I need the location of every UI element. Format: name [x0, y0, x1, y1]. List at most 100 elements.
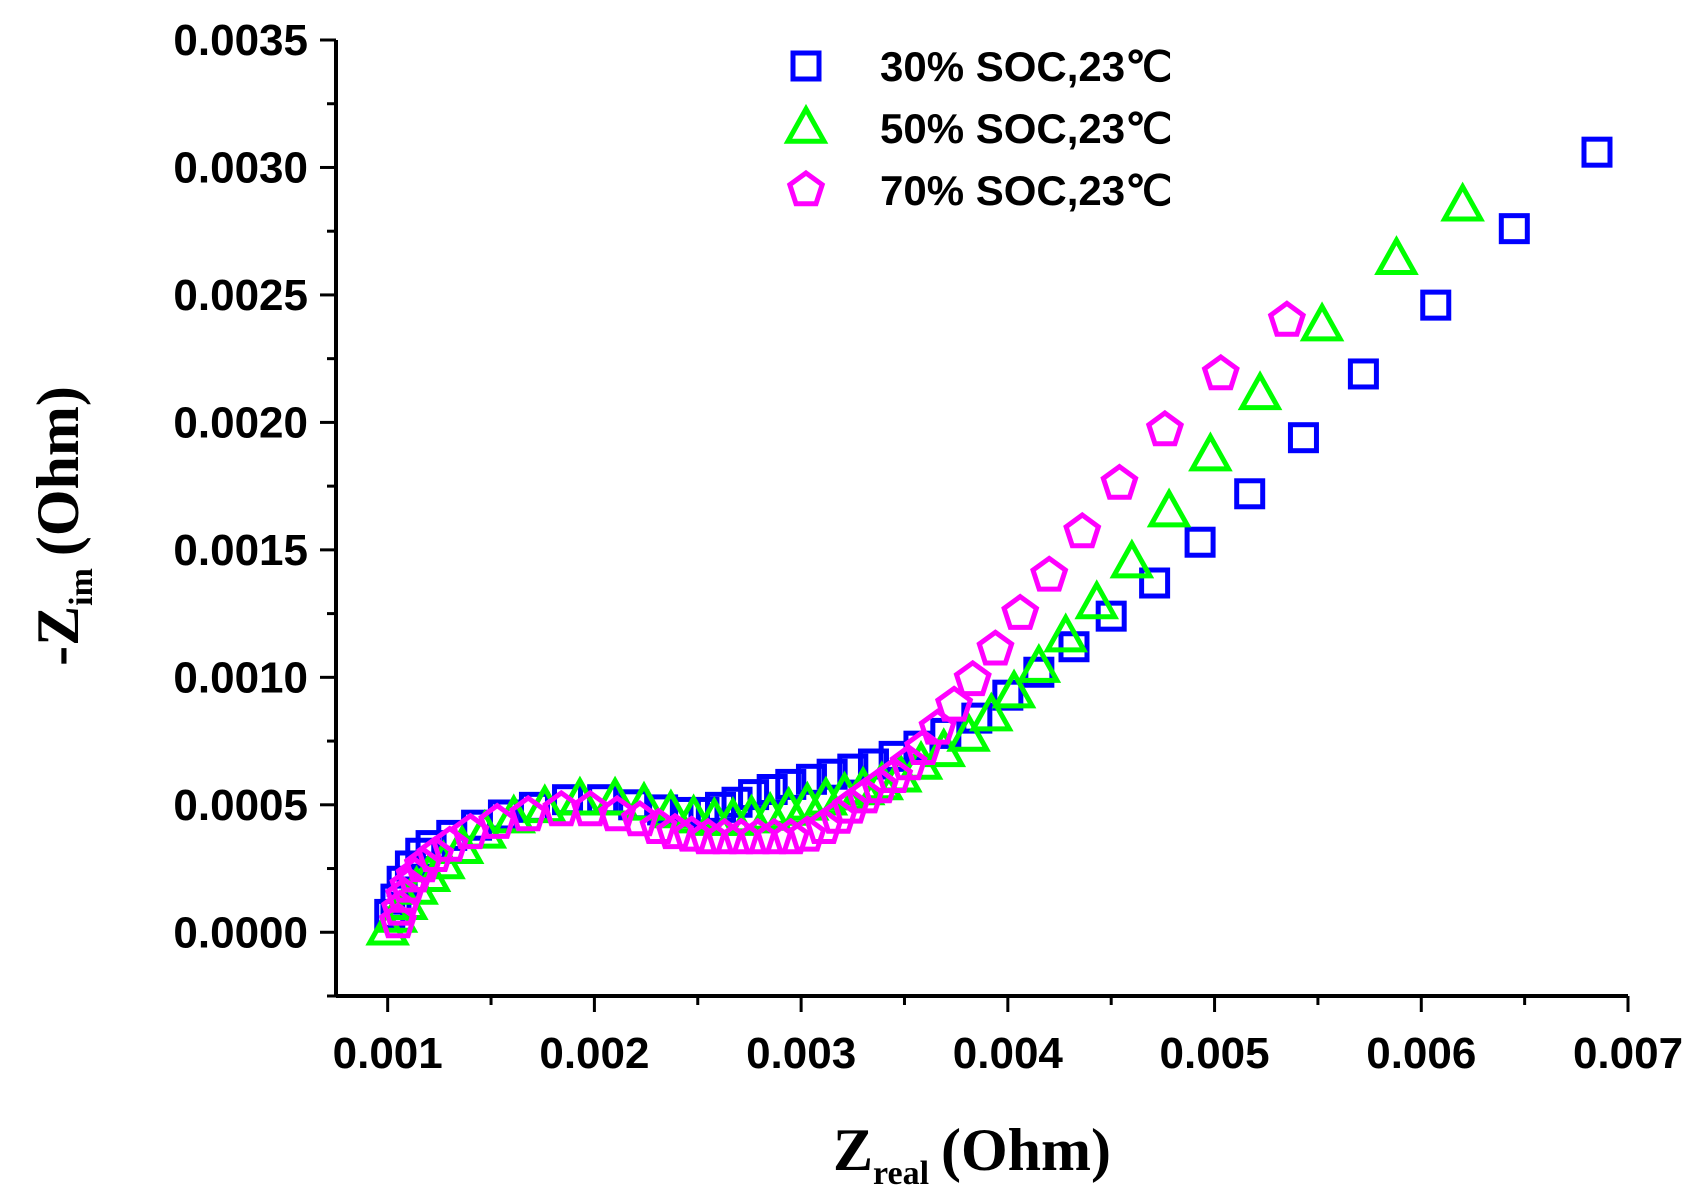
data-point: [1109, 538, 1155, 579]
data-point: [1063, 511, 1102, 549]
series-3: [378, 300, 1307, 939]
data-point: [1030, 555, 1069, 592]
data-point: [416, 835, 455, 872]
x-axis-title-unit: (Ohm): [941, 1117, 1111, 1183]
data-point: [1498, 213, 1530, 245]
data-point: [403, 845, 442, 883]
x-axis-title-main: Z: [833, 1117, 873, 1183]
data-point: [430, 825, 469, 862]
data-point: [592, 775, 638, 816]
y-axis-title-prefix: -Z: [25, 606, 91, 666]
legend-marker: [790, 50, 822, 82]
data-point: [509, 794, 548, 832]
data-point: [1001, 593, 1040, 630]
data-point: [1287, 422, 1319, 454]
data-point: [1184, 526, 1216, 558]
data-point: [722, 817, 761, 855]
data-point: [1347, 358, 1379, 390]
data-point: [804, 807, 843, 844]
data-point: [1188, 431, 1233, 472]
y-axis: 0.0000 0.0005 0.0010 0.0015 0.0020 0.0025 0.00…: [173, 16, 336, 998]
y-tick-label: 0.0030: [173, 143, 308, 192]
x-tick-label: 0.004: [953, 1029, 1064, 1078]
data-point: [860, 766, 899, 804]
legend-marker: [786, 169, 826, 207]
data-point: [831, 787, 870, 824]
data-point: [1145, 409, 1185, 447]
data-point: [1440, 181, 1485, 222]
data-point: [755, 817, 794, 855]
data-point: [771, 817, 810, 855]
data-point: [875, 756, 914, 793]
y-axis-title-unit: (Ohm): [25, 386, 91, 556]
x-tick-label: 0.001: [333, 1029, 443, 1078]
legend-label: 30% SOC,23℃: [880, 43, 1172, 90]
data-point: [621, 780, 667, 821]
data-point: [1374, 235, 1419, 276]
data-point: [1201, 353, 1240, 391]
data-point: [1139, 567, 1171, 599]
data-point: [946, 711, 991, 752]
x-axis: 0.001 0.002 0.003 0.004 0.005 0.006 0.007: [333, 996, 1683, 1078]
y-axis-title: -Zim (Ohm): [25, 386, 100, 666]
x-tick-label: 0.006: [1366, 1029, 1476, 1078]
data-point: [819, 797, 858, 834]
legend-label: 50% SOC,23℃: [880, 105, 1172, 152]
y-tick-label: 0.0020: [173, 398, 308, 447]
data-point: [738, 817, 777, 855]
data-point: [1100, 463, 1139, 500]
data-point: [491, 793, 537, 834]
data-point: [1016, 643, 1062, 683]
data-point: [1074, 579, 1120, 620]
data-point: [846, 777, 885, 814]
data-point: [1043, 612, 1089, 653]
data-point: [478, 802, 517, 839]
data-point: [889, 743, 928, 781]
data-point: [918, 708, 957, 745]
data-point: [1267, 300, 1307, 337]
plot-frame: [334, 40, 1628, 998]
data-point: [1420, 289, 1452, 321]
legend: 30% SOC,23℃ 50% SOC,23℃ 70% SOC,23℃: [783, 43, 1172, 214]
data-point: [1146, 487, 1192, 528]
legend-marker: [783, 103, 829, 144]
data-point: [991, 668, 1037, 709]
data-point: [571, 789, 610, 827]
y-tick-label: 0.0025: [173, 271, 308, 320]
data-point: [1299, 301, 1345, 342]
data-point: [1237, 370, 1283, 411]
data-point: [406, 852, 452, 892]
y-axis-title-sub: im: [63, 568, 100, 606]
x-tick-label: 0.003: [746, 1029, 856, 1078]
data-point: [934, 685, 974, 722]
data-point: [968, 691, 1014, 732]
x-tick-label: 0.002: [539, 1029, 649, 1078]
y-tick-label: 0.0015: [173, 526, 308, 575]
x-axis-title: Zreal (Ohm): [833, 1117, 1111, 1192]
data-point: [837, 753, 869, 785]
data-point: [648, 788, 694, 829]
x-axis-title-sub: real: [873, 1155, 929, 1192]
data-point: [1581, 136, 1613, 168]
data-point: [738, 779, 770, 811]
x-tick-label: 0.005: [1160, 1029, 1270, 1078]
data-point: [688, 817, 728, 855]
y-tick-label: 0.0035: [173, 16, 308, 65]
y-tick-label: 0.0005: [173, 781, 308, 830]
y-tick-label: 0.0000: [173, 908, 308, 957]
series-layer: [365, 136, 1613, 946]
legend-item: 30% SOC,23℃: [790, 43, 1172, 90]
data-point: [976, 629, 1015, 666]
legend-item: 70% SOC,23℃: [786, 167, 1172, 214]
data-point: [672, 815, 711, 852]
legend-item: 50% SOC,23℃: [783, 103, 1172, 152]
legend-label: 70% SOC,23℃: [880, 167, 1172, 214]
data-point: [1234, 478, 1266, 510]
data-point: [655, 812, 695, 850]
data-point: [953, 659, 992, 697]
data-point: [705, 817, 744, 855]
y-tick-label: 0.0010: [173, 653, 308, 702]
data-point: [788, 815, 827, 852]
